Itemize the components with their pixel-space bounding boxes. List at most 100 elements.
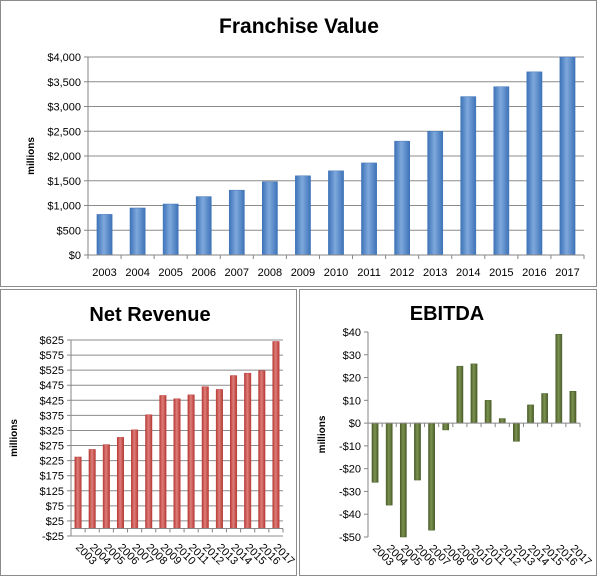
net-revenue-y-tick-label: $625 <box>40 335 64 347</box>
ebitda-y-tick-label: $0 <box>349 418 361 430</box>
franchise-value-x-tick-label: 2004 <box>125 267 149 279</box>
franchise-value-bar <box>361 162 377 256</box>
ebitda-bar <box>541 393 549 424</box>
ebitda-y-tick-label: $20 <box>343 373 361 385</box>
net-revenue-y-tick-label: $525 <box>40 365 64 377</box>
franchise-value-x-tick-label: 2015 <box>489 267 513 279</box>
ebitda-bar <box>385 422 393 506</box>
ebitda-panel: EBITDA millions -$50 -$40 -$30 -$20 -$10 $0 $10 $… <box>299 289 597 576</box>
franchise-value-title: Franchise Value <box>219 15 379 38</box>
net-revenue-y-tick-label: $75 <box>46 501 64 513</box>
franchise-value-x-tick-label: 2013 <box>423 267 447 279</box>
ebitda-bar <box>513 422 520 442</box>
net-revenue-y-tick-label: $325 <box>40 425 64 437</box>
franchise-value-x-tick-label: 2008 <box>258 267 282 279</box>
ebitda-title: EBITDA <box>410 303 484 325</box>
franchise-value-y-tick-label: $4,000 <box>47 52 81 64</box>
franchise-value-x-tick-label: 2006 <box>191 267 215 279</box>
ebitda-bar <box>456 365 464 424</box>
net-revenue-bar <box>244 372 252 529</box>
franchise-value-y-tick-label: $2,000 <box>47 151 81 163</box>
franchise-value-bar <box>295 175 311 256</box>
franchise-value-bar <box>228 189 245 256</box>
net-revenue-bar <box>116 437 124 529</box>
ebitda-y-tick-label: $30 <box>343 350 361 362</box>
net-revenue-bar <box>159 395 167 529</box>
net-revenue-y-axis-label: millions <box>9 419 20 457</box>
franchise-value-bar <box>460 96 477 256</box>
net-revenue-y-tick-label: $375 <box>40 410 64 422</box>
franchise-value-bar <box>262 181 278 256</box>
net-revenue-bar <box>131 429 139 529</box>
ebitda-y-tick-label: -$10 <box>339 441 361 453</box>
ebitda-bar <box>414 422 421 481</box>
franchise-value-bar <box>162 203 179 256</box>
franchise-value-y-tick-label: $2,500 <box>47 126 81 138</box>
net-revenue-y-tick-label: $125 <box>40 486 64 498</box>
franchise-value-bar <box>328 170 344 256</box>
franchise-value-x-tick-label: 2017 <box>555 267 579 279</box>
ebitda-bar <box>371 422 379 483</box>
net-revenue-bar <box>187 394 195 529</box>
net-revenue-bar <box>173 398 181 529</box>
ebitda-bar <box>442 422 450 431</box>
franchise-value-bar <box>493 86 510 256</box>
franchise-value-y-tick-label: $3,000 <box>47 102 81 114</box>
franchise-value-y-tick-label: $500 <box>57 225 81 237</box>
net-revenue-y-tick-label: $25 <box>46 516 64 528</box>
franchise-value-bar <box>195 196 212 256</box>
franchise-value-bar <box>129 207 146 256</box>
ebitda-bar <box>399 422 407 538</box>
net-revenue-panel: Net Revenue millions -$25 $25 $75 $125 $175 $22… <box>0 289 297 576</box>
net-revenue-chart: Net Revenue millions -$25 $25 $75 $125 $175 $22… <box>9 304 296 567</box>
ebitda-y-tick-label: -$30 <box>339 486 361 498</box>
net-revenue-bar <box>145 414 153 529</box>
franchise-value-y-axis-label: millions <box>26 137 37 175</box>
franchise-value-bar <box>427 131 444 256</box>
ebitda-y-tick-label: -$50 <box>339 532 361 544</box>
franchise-value-bar <box>96 214 113 256</box>
ebitda-y-tick-label: $40 <box>343 327 361 339</box>
net-revenue-bar <box>102 444 110 529</box>
ebitda-bar <box>569 390 577 424</box>
ebitda-chart: EBITDA millions -$50 -$40 -$30 -$20 -$10 $0 $10 $… <box>317 303 594 568</box>
net-revenue-y-tick-label: $175 <box>40 471 64 483</box>
net-revenue-bar <box>74 456 82 529</box>
franchise-value-y-tick-label: $3,500 <box>47 77 81 89</box>
franchise-value-bar <box>526 71 543 256</box>
ebitda-bar <box>484 400 492 424</box>
franchise-value-chart: Franchise Value millions $0 $500 $1,000 $1,50… <box>26 15 585 279</box>
ebitda-y-tick-label: $10 <box>343 395 361 407</box>
net-revenue-bar <box>230 375 238 529</box>
net-revenue-y-tick-label: $425 <box>40 395 64 407</box>
ebitda-bar <box>428 422 435 531</box>
ebitda-y-axis-label: millions <box>317 415 328 453</box>
net-revenue-y-tick-label: $575 <box>40 350 64 362</box>
franchise-value-x-tick-label: 2007 <box>225 267 249 279</box>
net-revenue-y-tick-label: $225 <box>40 456 64 468</box>
franchise-value-x-tick-label: 2014 <box>456 267 480 279</box>
net-revenue-y-tick-label: $275 <box>40 441 64 453</box>
ebitda-bar <box>470 363 478 424</box>
net-revenue-title: Net Revenue <box>89 304 210 326</box>
net-revenue-y-tick-label: $475 <box>40 380 64 392</box>
net-revenue-bar <box>201 386 209 529</box>
franchise-value-y-tick-label: $1,500 <box>47 176 81 188</box>
ebitda-y-tick-label: -$20 <box>339 464 361 476</box>
franchise-value-bar <box>559 56 576 256</box>
franchise-value-x-tick-label: 2016 <box>522 267 546 279</box>
ebitda-y-tick-label: -$40 <box>339 509 361 521</box>
franchise-value-y-tick-label: $0 <box>69 250 81 262</box>
ebitda-bar <box>555 334 563 424</box>
net-revenue-bar <box>215 389 223 529</box>
franchise-value-x-tick-label: 2010 <box>324 267 348 279</box>
franchise-value-x-tick-label: 2009 <box>291 267 315 279</box>
net-revenue-bar <box>258 370 266 529</box>
net-revenue-bar <box>272 341 280 529</box>
franchise-value-y-tick-label: $1,000 <box>47 201 81 213</box>
net-revenue-bar <box>88 449 96 529</box>
franchise-value-x-tick-label: 2005 <box>158 267 182 279</box>
franchise-value-x-tick-label: 2012 <box>390 267 414 279</box>
franchise-value-x-tick-label: 2011 <box>357 267 381 279</box>
franchise-value-panel: Franchise Value millions $0 $500 $1,000 $1,50… <box>0 0 597 287</box>
